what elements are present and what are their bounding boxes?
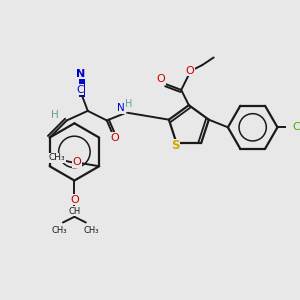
Text: N: N (117, 103, 125, 113)
Text: Cl: Cl (292, 122, 300, 132)
Text: CH₃: CH₃ (51, 226, 67, 235)
Text: O: O (185, 66, 194, 76)
Text: O: O (70, 195, 79, 205)
Text: O: O (73, 158, 82, 167)
Text: N: N (76, 69, 85, 79)
Text: H: H (125, 99, 133, 109)
Text: S: S (171, 140, 180, 152)
Text: CH₃: CH₃ (49, 153, 65, 162)
Text: O: O (110, 133, 119, 142)
Text: C: C (76, 85, 84, 95)
Text: H: H (52, 110, 59, 120)
Text: O: O (157, 74, 166, 84)
Text: CH₃: CH₃ (84, 226, 99, 235)
Text: CH: CH (68, 206, 80, 215)
